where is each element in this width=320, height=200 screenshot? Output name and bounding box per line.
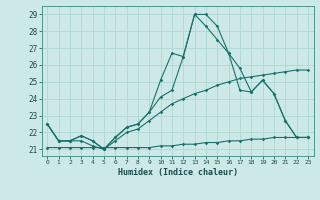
X-axis label: Humidex (Indice chaleur): Humidex (Indice chaleur) (118, 168, 237, 177)
